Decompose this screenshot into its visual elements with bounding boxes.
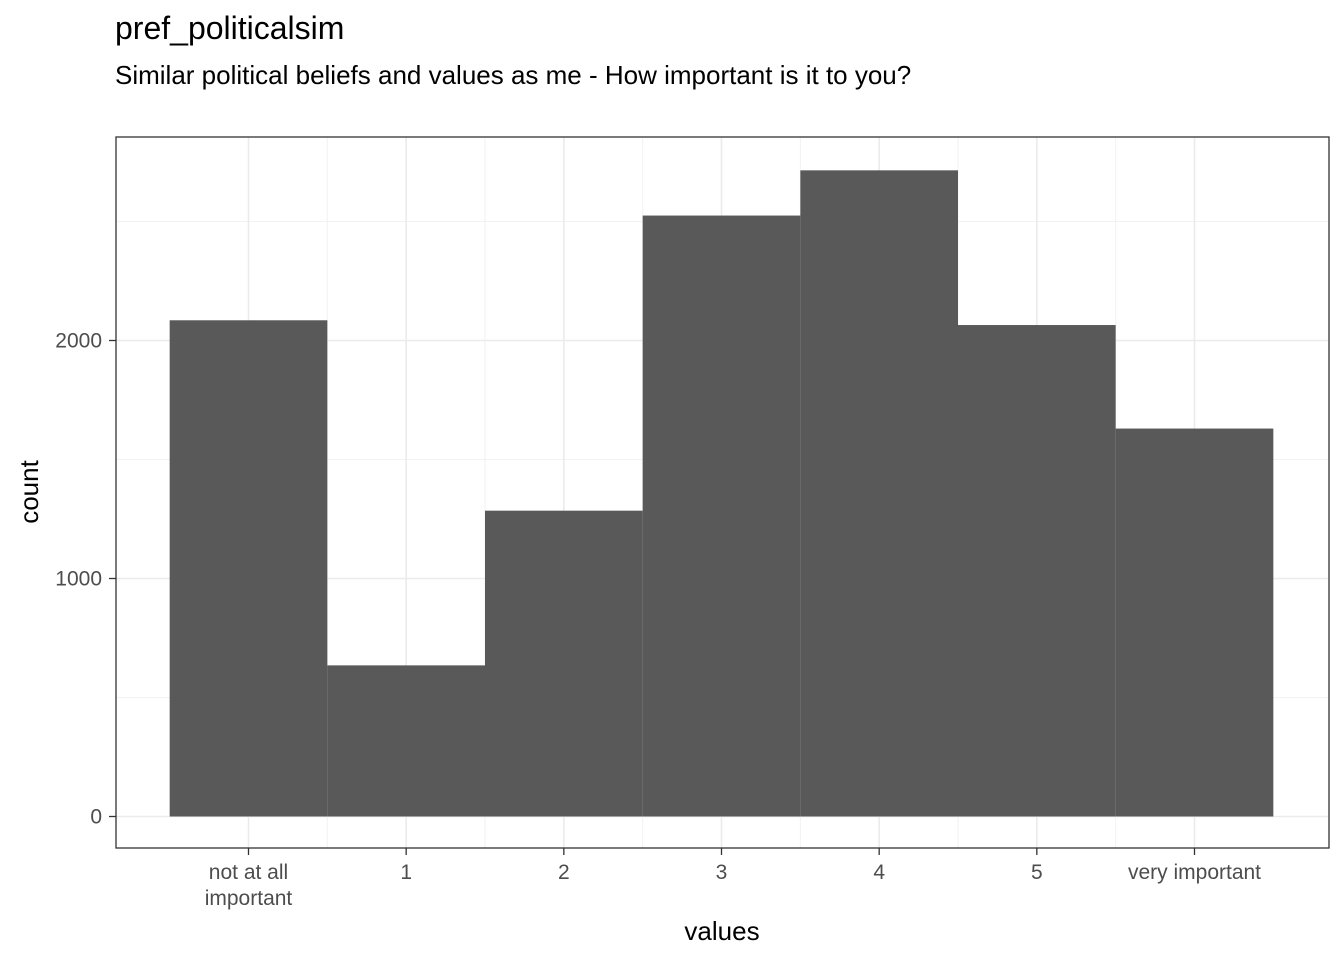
y-tick-label: 0	[90, 806, 102, 829]
bar	[327, 665, 485, 817]
bar	[958, 325, 1116, 817]
bars	[169, 170, 1274, 817]
plot-panel-border	[115, 136, 1330, 849]
bar	[1115, 428, 1274, 817]
x-tick-label: 4	[873, 861, 885, 884]
x-tick-label: 1	[400, 861, 412, 884]
bar	[485, 510, 643, 817]
chart-title: pref_politicalsim	[115, 10, 345, 46]
bar	[800, 170, 958, 817]
chart-subtitle: Similar political beliefs and values as …	[115, 60, 912, 90]
x-axis-title: values	[684, 916, 759, 946]
x-tick-label: 2	[558, 861, 570, 884]
bar	[642, 215, 801, 817]
bar	[169, 320, 328, 817]
y-tick-label: 2000	[55, 330, 102, 353]
x-axis: not at all important 1 2 3 4 5 very important	[205, 848, 1261, 910]
x-tick-label: not at all important	[205, 861, 293, 910]
y-tick-label: 1000	[55, 568, 102, 591]
y-axis-title: count	[14, 459, 44, 523]
x-tick-label: 5	[1031, 861, 1043, 884]
x-tick-label: very important	[1128, 861, 1261, 884]
y-axis: 0 1000 2000	[55, 330, 116, 829]
x-tick-label: 3	[716, 861, 728, 884]
